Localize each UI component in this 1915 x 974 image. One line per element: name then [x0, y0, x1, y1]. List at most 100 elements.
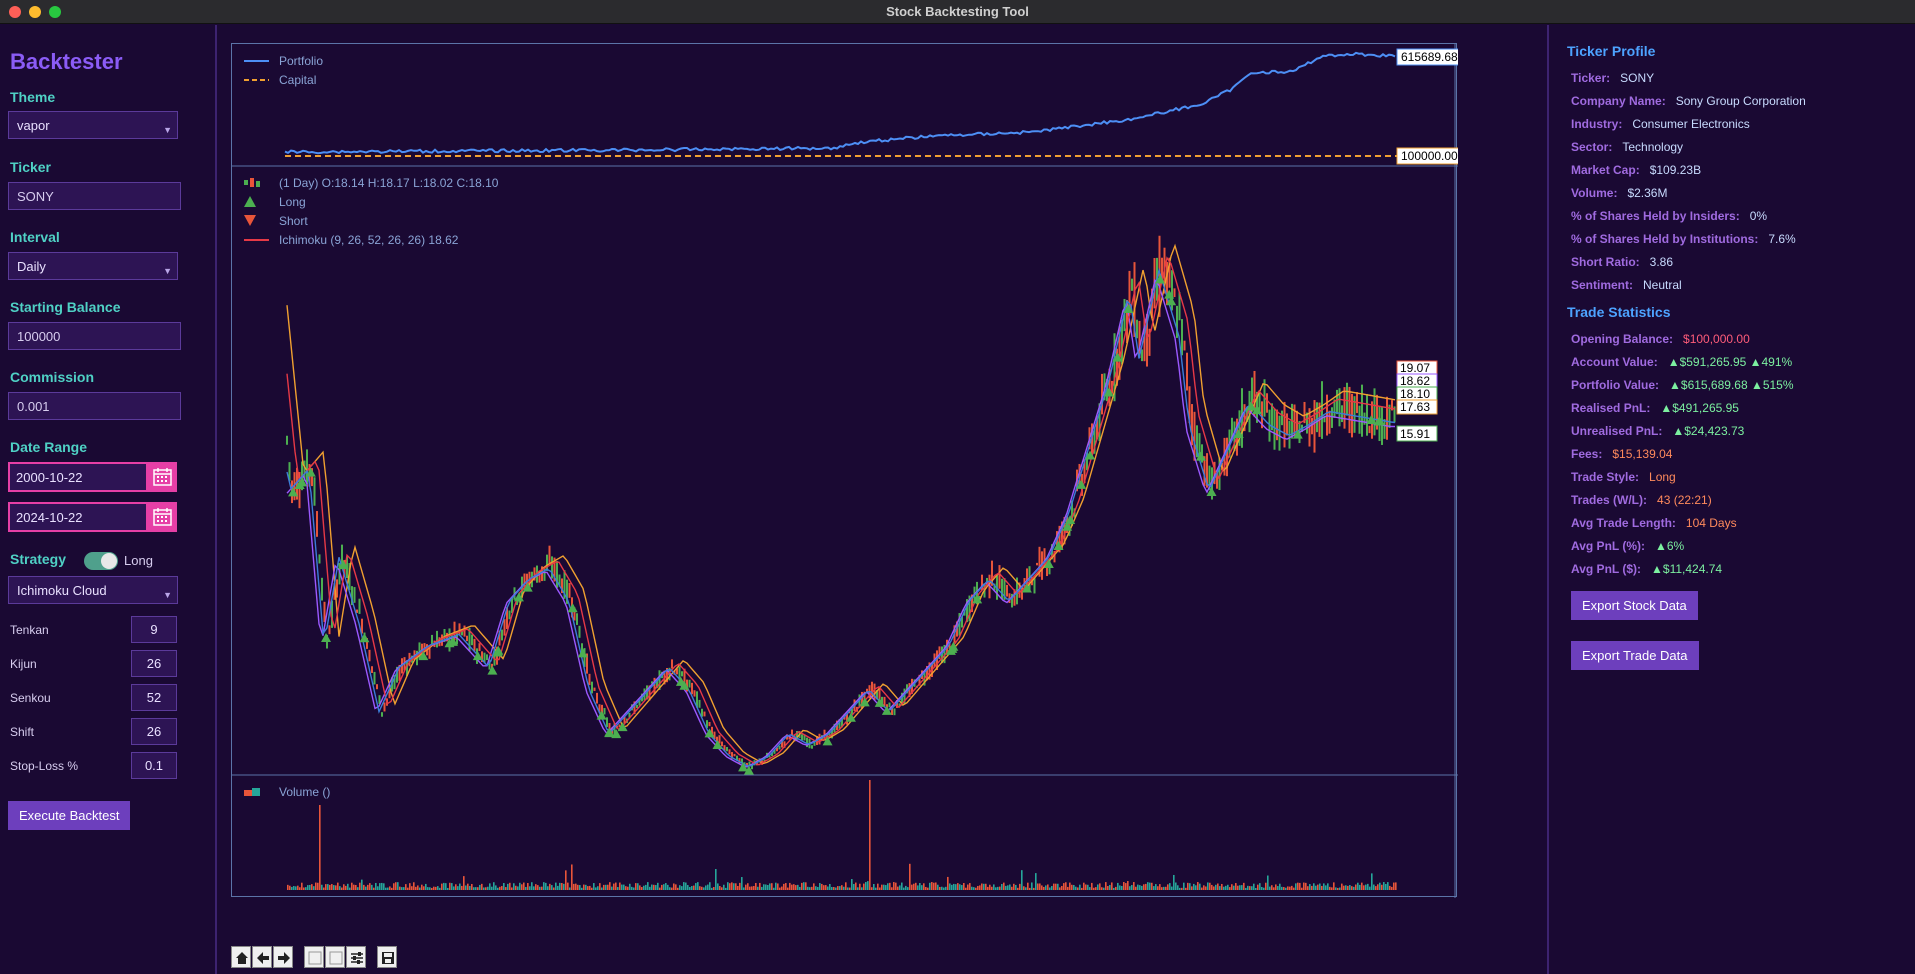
volume-bar: [805, 882, 807, 890]
long-entry-marker: [881, 705, 892, 715]
volume-bar: [709, 882, 711, 890]
starting-balance-input[interactable]: 100000: [8, 322, 181, 350]
volume-bar: [447, 887, 449, 890]
price-tag-text: 19.07: [1400, 361, 1430, 375]
theme-value: vapor: [17, 118, 50, 133]
price-tag: [1396, 399, 1438, 415]
long-entry-marker: [1076, 479, 1087, 489]
ichimoku-legend-label: Ichimoku (9, 26, 52, 26, 26) 18.62: [279, 233, 459, 247]
export-stock-data-button[interactable]: Export Stock Data: [1571, 591, 1698, 620]
profile-key: Market Cap:: [1571, 163, 1640, 177]
volume-bar: [995, 887, 997, 890]
tenkan-input[interactable]: 9: [131, 616, 177, 643]
start-date-picker-button[interactable]: [148, 462, 177, 492]
back-button[interactable]: [252, 946, 272, 968]
senkou-input[interactable]: 52: [131, 684, 177, 711]
volume-bar: [493, 882, 495, 890]
interval-dropdown[interactable]: Daily ▼: [8, 252, 178, 280]
forward-button[interactable]: [273, 946, 293, 968]
volume-bar: [835, 887, 837, 890]
volume-bar: [773, 887, 775, 890]
volume-bar: [1341, 883, 1343, 890]
volume-bar: [1265, 882, 1267, 890]
title-bar: Stock Backtesting Tool: [0, 0, 1915, 24]
long-entry-marker: [1065, 515, 1076, 525]
volume-bar: [1023, 886, 1025, 890]
end-date-picker-button[interactable]: [148, 502, 177, 532]
export-trade-data-button[interactable]: Export Trade Data: [1571, 641, 1699, 670]
volume-bar: [1347, 885, 1349, 890]
volume-bar: [1015, 884, 1017, 890]
long-entry-marker: [604, 728, 615, 738]
long-entry-marker: [1154, 274, 1165, 284]
volume-bar: [1193, 883, 1195, 890]
ticker-input[interactable]: SONY: [8, 182, 181, 210]
shift-input[interactable]: 26: [131, 718, 177, 745]
volume-bar: [423, 886, 425, 890]
start-date-input[interactable]: 2000-10-22: [8, 462, 148, 492]
volume-bar: [641, 887, 643, 890]
volume-bar: [931, 882, 933, 890]
ichimoku-line: [286, 256, 1396, 766]
volume-bar: [983, 883, 985, 890]
long-entry-marker: [1103, 387, 1114, 397]
volume-bar: [1259, 883, 1261, 890]
stat-key: Avg Trade Length:: [1571, 516, 1676, 530]
minimize-window-button[interactable]: [29, 6, 41, 18]
trade-statistics-title: Trade Statistics: [1567, 304, 1671, 320]
profile-value: $2.36M: [1627, 186, 1668, 200]
volume-bar: [809, 887, 811, 890]
volume-bar: [723, 884, 725, 890]
volume-bar: [287, 884, 289, 890]
configure-button[interactable]: [346, 946, 366, 968]
stop-loss-input[interactable]: 0.1: [131, 752, 177, 779]
profile-key: Company Name:: [1571, 94, 1666, 108]
volume-bar: [1391, 886, 1393, 890]
long-entry-marker: [448, 636, 459, 646]
long-entry-marker: [513, 592, 524, 602]
volume-bar: [1253, 883, 1255, 890]
volume-bar: [1217, 883, 1219, 890]
long-entry-marker: [743, 765, 754, 775]
long-entry-marker: [1164, 289, 1175, 299]
long-entry-marker: [321, 633, 332, 643]
home-button[interactable]: [231, 946, 251, 968]
volume-bar: [827, 886, 829, 890]
volume-bar: [545, 882, 547, 890]
volume-bar: [305, 887, 307, 890]
volume-bar: [563, 883, 565, 890]
zoom-button[interactable]: [325, 946, 345, 968]
volume-bar: [485, 887, 487, 890]
strategy-dropdown[interactable]: Ichimoku Cloud ▼: [8, 576, 178, 604]
volume-bar: [315, 882, 317, 890]
volume-bar: [915, 882, 917, 890]
end-date-input[interactable]: 2024-10-22: [8, 502, 148, 532]
pan-button[interactable]: [304, 946, 324, 968]
theme-dropdown[interactable]: vapor ▼: [8, 111, 178, 139]
volume-bar: [427, 887, 429, 890]
backtest-chart[interactable]: Portfolio Capital 600000 400000 200000 6…: [231, 43, 1458, 898]
volume-bar: [1231, 884, 1233, 890]
kijun-input[interactable]: 26: [131, 650, 177, 677]
volume-bar: [1177, 885, 1179, 890]
param-label: Kijun: [10, 657, 37, 671]
volume-bar: [901, 882, 903, 890]
long-entry-marker: [738, 762, 749, 772]
save-button[interactable]: [377, 946, 397, 968]
maximize-window-button[interactable]: [49, 6, 61, 18]
volume-bar: [1229, 887, 1231, 890]
close-window-button[interactable]: [9, 6, 21, 18]
profile-key: % of Shares Held by Institutions:: [1571, 232, 1759, 246]
volume-bar: [431, 887, 433, 890]
execute-backtest-button[interactable]: Execute Backtest: [8, 801, 131, 830]
chart-canvas[interactable]: Portfolio Capital 600000 400000 200000 6…: [232, 44, 1458, 898]
volume-bar: [393, 883, 395, 890]
commission-input[interactable]: 0.001: [8, 392, 181, 420]
volume-bar: [1073, 884, 1075, 890]
volume-bar: [1127, 881, 1129, 890]
volume-bar: [993, 884, 995, 890]
long-short-toggle[interactable]: [84, 552, 118, 570]
volume-bar: [437, 886, 439, 890]
volume-bar: [903, 887, 905, 890]
volume-bar: [953, 883, 955, 890]
